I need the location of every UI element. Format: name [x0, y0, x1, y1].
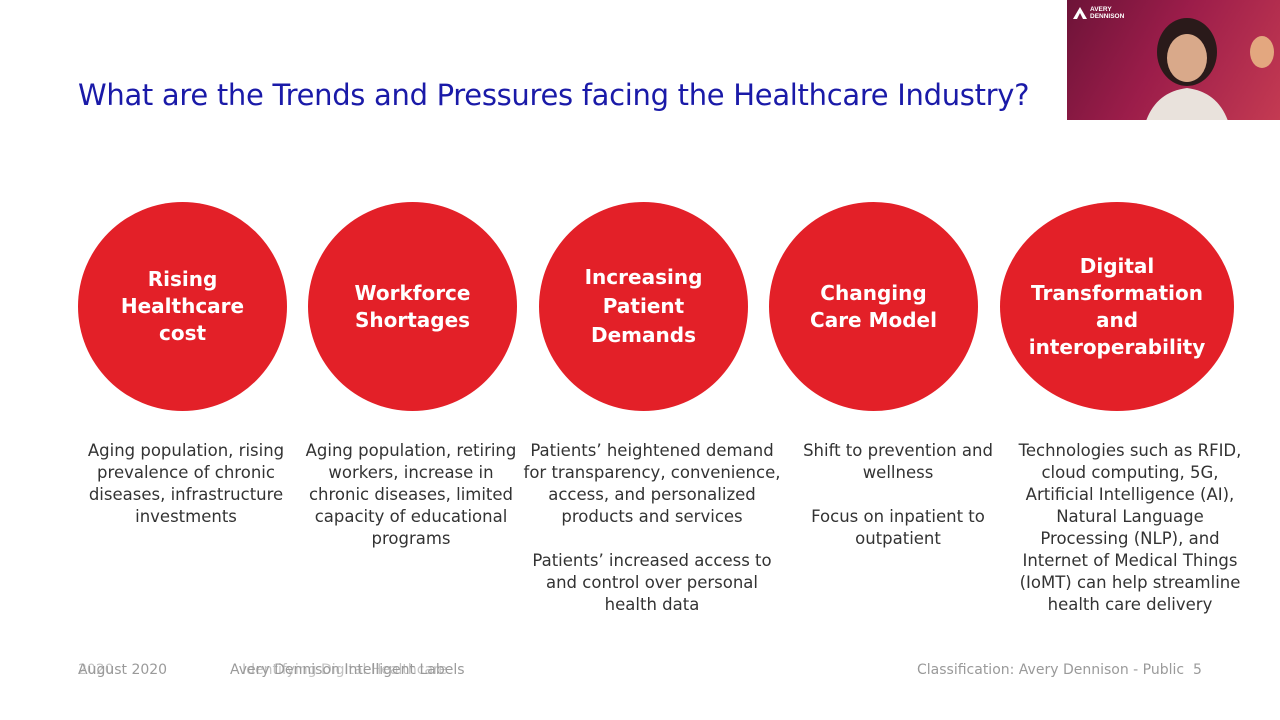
trend-description-increasing-patient-demands: Patients’ heightened demand for transpar…: [522, 440, 782, 616]
description-text: Patients’ increased access to and contro…: [532, 551, 772, 614]
footer-date: August 2020: [78, 662, 168, 678]
description-text: Aging population, retiring workers, incr…: [305, 441, 517, 548]
trend-heading: Workforce Shortages: [354, 280, 471, 332]
trend-circle-workforce-shortages: Workforce Shortages: [308, 202, 517, 411]
slide-title: What are the Trends and Pressures facing…: [78, 78, 1030, 112]
trend-heading: Increasing Patient Demands: [584, 265, 703, 347]
avery-dennison-logo: AVERY DENNISON: [1073, 6, 1124, 20]
description-text: Technologies such as RFID, cloud computi…: [1018, 441, 1242, 614]
footer-classification: Classification: Avery Dennison - Public: [917, 662, 1185, 678]
trend-heading: Digital Transformation and interoperabil…: [1028, 253, 1206, 359]
footer-topic-overlay: Identifying Digital Healthcare: [242, 662, 448, 678]
avery-dennison-logo-icon: [1073, 7, 1087, 19]
trend-circle-digital-transformation: Digital Transformation and interoperabil…: [1000, 202, 1234, 411]
footer-date-overlay: 2020: [78, 662, 114, 678]
webcam-video-overlay: AVERY DENNISON: [1067, 0, 1280, 120]
hand-gesture-icon: [1250, 36, 1274, 68]
description-text: Shift to prevention and wellness: [803, 441, 993, 482]
description-text: Focus on inpatient to outpatient: [811, 507, 985, 548]
trend-heading: Rising Healthcare cost: [120, 267, 245, 345]
trend-description-rising-healthcare-cost: Aging population, rising prevalence of c…: [80, 440, 292, 528]
footer-topic: Avery Dennison Intelligent Labels: [230, 662, 465, 678]
trend-circle-rising-healthcare-cost: Rising Healthcare cost: [78, 202, 287, 411]
description-text: Aging population, rising prevalence of c…: [87, 441, 285, 526]
presenter-silhouette-icon: [1146, 18, 1228, 120]
trend-heading: Changing Care Model: [810, 280, 937, 332]
logo-text-line1: AVERY: [1090, 6, 1112, 13]
footer-page-number: 5: [1193, 662, 1202, 678]
trend-description-workforce-shortages: Aging population, retiring workers, incr…: [300, 440, 522, 550]
trend-description-digital-transformation: Technologies such as RFID, cloud computi…: [1010, 440, 1250, 616]
trend-circle-changing-care-model: Changing Care Model: [769, 202, 978, 411]
description-text: Patients’ heightened demand for transpar…: [523, 441, 781, 526]
logo-text-line2: DENNISON: [1090, 13, 1125, 20]
trend-description-changing-care-model: Shift to prevention and wellness Focus o…: [798, 440, 998, 550]
trend-circle-increasing-patient-demands: Increasing Patient Demands: [539, 202, 748, 411]
